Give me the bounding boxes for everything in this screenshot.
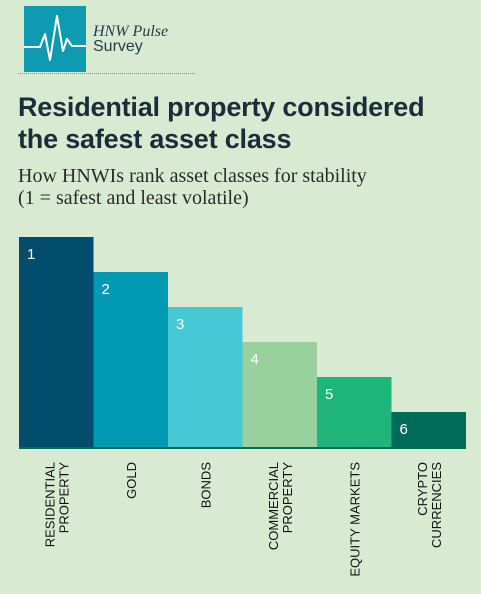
subtitle-line-1: How HNWIs rank asset classes for stabili…	[18, 165, 367, 187]
category-label: CRYPTO CURRENCIES	[415, 462, 444, 548]
bar-5	[317, 377, 392, 447]
category-label: EQUITY MARKETS	[347, 462, 362, 577]
bar-value-label: 6	[400, 421, 408, 438]
category-label-line: PROPERTY	[56, 462, 71, 534]
bar-2	[93, 272, 168, 447]
category-label-line: EQUITY MARKETS	[347, 462, 362, 577]
chart-title: Residential property considered the safe…	[18, 92, 425, 154]
bar-value-label: 4	[251, 351, 259, 368]
divider	[18, 73, 195, 74]
category-label: COMMERCIAL PROPERTY	[266, 462, 295, 550]
baseline	[19, 447, 466, 449]
category-label-line: PROPERTY	[280, 462, 295, 534]
brand-name: HNW Pulse	[93, 23, 169, 40]
category-label-line: CRYPTO	[415, 462, 430, 516]
bar-value-label: 5	[325, 386, 333, 403]
bar-value-label: 2	[102, 281, 110, 298]
category-label-line: RESIDENTIAL	[42, 462, 57, 547]
bar-4	[242, 342, 317, 447]
bar-6	[391, 412, 466, 447]
category-label-line: CURRENCIES	[429, 462, 444, 548]
bar-3	[168, 307, 243, 447]
subtitle-line-2: (1 = safest and least volatile)	[18, 187, 249, 209]
category-label: BONDS	[198, 462, 213, 509]
category-label-line: BONDS	[198, 462, 213, 509]
category-label-line: GOLD	[124, 462, 139, 499]
bar-1	[19, 237, 94, 447]
brand-subname: Survey	[93, 38, 143, 55]
bar-value-label: 3	[176, 316, 184, 333]
pulse-line-icon	[24, 15, 86, 61]
category-label-line: COMMERCIAL	[266, 462, 281, 550]
logo-badge	[24, 6, 86, 72]
chart-subtitle: How HNWIs rank asset classes for stabili…	[18, 165, 468, 209]
category-label: GOLD	[124, 462, 139, 499]
bar-value-label: 1	[27, 246, 35, 263]
category-label: RESIDENTIAL PROPERTY	[42, 462, 71, 548]
